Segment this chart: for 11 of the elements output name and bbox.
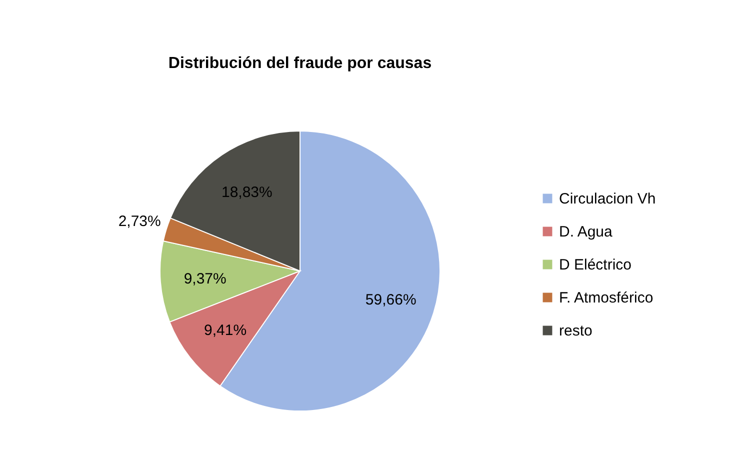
data-label: 9,37% <box>184 270 226 288</box>
legend-label: resto <box>559 322 592 340</box>
legend-label: D Eléctrico <box>559 256 632 274</box>
data-label: 2,73% <box>118 213 161 230</box>
data-label: 9,41% <box>204 322 247 339</box>
data-label: 59,66% <box>365 291 416 308</box>
chart-title: Distribución del fraude por causas <box>168 55 432 72</box>
legend-label: D. Agua <box>559 224 614 240</box>
legend-label: F. Atmosférico <box>559 290 654 306</box>
legend-label: Circulacion Vh <box>559 190 656 208</box>
data-label: 18,83% <box>221 184 272 201</box>
